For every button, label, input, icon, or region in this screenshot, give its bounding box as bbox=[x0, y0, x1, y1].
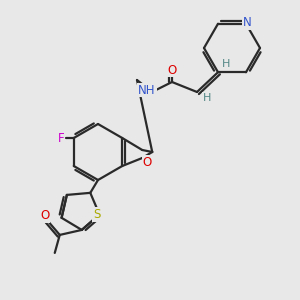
Text: O: O bbox=[167, 64, 177, 76]
Text: H: H bbox=[203, 93, 211, 103]
Text: N: N bbox=[243, 16, 251, 29]
Text: S: S bbox=[93, 208, 100, 221]
Text: H: H bbox=[222, 59, 230, 69]
Text: O: O bbox=[40, 209, 50, 222]
Text: F: F bbox=[57, 131, 64, 145]
Text: O: O bbox=[142, 155, 152, 169]
Text: NH: NH bbox=[138, 83, 156, 97]
